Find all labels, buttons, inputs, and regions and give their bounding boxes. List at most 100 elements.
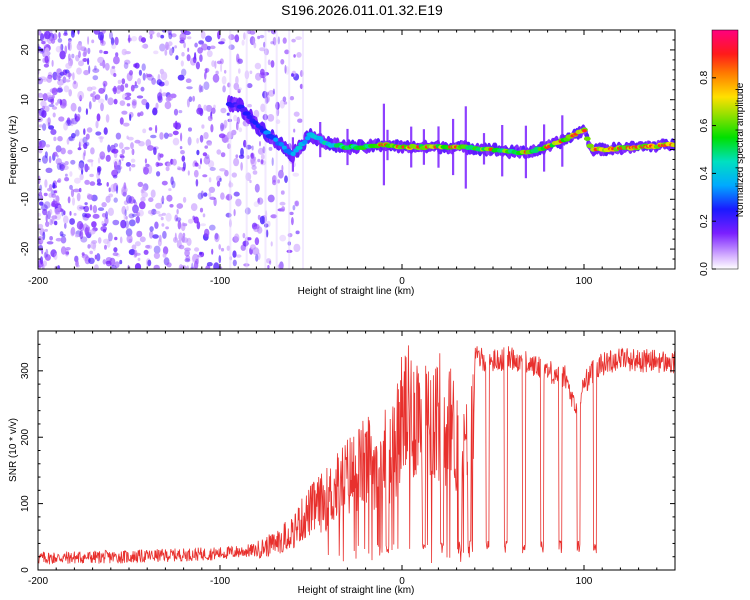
noise-speckle xyxy=(203,81,210,90)
noise-speckle xyxy=(56,87,63,93)
noise-speckle xyxy=(134,241,141,247)
noise-speckle xyxy=(293,128,296,133)
noise-speckle xyxy=(119,259,123,265)
x-tick-label: 100 xyxy=(576,276,593,287)
y-tick-label: 0 xyxy=(20,146,31,152)
noise-speckle xyxy=(176,208,179,215)
noise-speckle xyxy=(132,204,139,214)
noise-speckle xyxy=(178,110,183,114)
noise-speckle xyxy=(129,114,132,121)
trace-core xyxy=(242,111,251,116)
noise-speckle xyxy=(131,36,138,42)
noise-speckle xyxy=(87,166,90,171)
noise-speckle xyxy=(253,42,257,49)
noise-speckle xyxy=(198,84,202,93)
noise-speckle xyxy=(123,122,130,127)
noise-speckle xyxy=(175,217,182,222)
noise-speckle xyxy=(151,77,157,85)
noise-speckle xyxy=(208,186,216,193)
trace-core xyxy=(279,142,284,147)
noise-speckle xyxy=(139,236,146,243)
noise-speckle xyxy=(201,43,208,51)
noise-speckle xyxy=(161,92,167,97)
noise-speckle xyxy=(43,63,50,68)
noise-speckle xyxy=(267,194,275,203)
noise-speckle xyxy=(129,166,132,172)
noise-speckle xyxy=(39,48,45,54)
noise-speckle xyxy=(38,92,44,98)
trace-core xyxy=(263,130,271,135)
noise-speckle xyxy=(242,240,249,247)
noise-speckle xyxy=(257,147,264,155)
noise-speckle xyxy=(45,213,48,223)
noise-speckle xyxy=(75,264,80,268)
noise-speckle xyxy=(50,129,57,135)
noise-speckle xyxy=(38,212,42,217)
noise-speckle xyxy=(44,228,48,232)
noise-speckle xyxy=(234,233,240,243)
noise-speckle xyxy=(64,177,70,182)
noise-speckle xyxy=(260,68,265,76)
colorbar-label: Normalized spectral amplitude xyxy=(735,82,746,217)
noise-speckle xyxy=(92,95,97,103)
trace-core xyxy=(236,104,245,110)
noise-speckle xyxy=(257,197,264,205)
noise-speckle xyxy=(128,219,136,227)
noise-speckle xyxy=(49,236,53,241)
noise-speckle xyxy=(185,255,191,262)
noise-speckle xyxy=(192,215,195,220)
figure-title: S196.2026.011.01.32.E19 xyxy=(281,2,443,18)
noise-speckle xyxy=(65,62,72,69)
noise-speckle xyxy=(85,133,90,140)
noise-speckle xyxy=(235,75,239,85)
noise-speckle xyxy=(97,237,102,244)
noise-speckle xyxy=(289,96,295,101)
noise-speckle xyxy=(123,62,129,69)
noise-speckle xyxy=(112,252,119,257)
noise-speckle xyxy=(140,86,145,92)
noise-speckle xyxy=(51,202,56,208)
noise-speckle xyxy=(224,169,229,177)
noise-speckle xyxy=(291,73,294,77)
noise-speckle xyxy=(84,227,89,236)
noise-speckle xyxy=(134,62,140,69)
noise-speckle xyxy=(113,85,117,95)
noise-speckle xyxy=(145,102,150,110)
noise-speckle xyxy=(57,136,63,142)
noise-speckle xyxy=(131,100,137,109)
noise-speckle xyxy=(235,87,243,91)
noise-speckle xyxy=(43,192,48,197)
noise-speckle xyxy=(124,59,131,65)
y-tick-label: 200 xyxy=(20,428,31,445)
noise-speckle xyxy=(196,107,203,115)
noise-speckle xyxy=(180,132,183,142)
noise-speckle xyxy=(52,112,56,118)
noise-speckle xyxy=(292,172,300,177)
noise-speckle xyxy=(137,257,141,262)
noise-speckle xyxy=(293,243,301,253)
noise-speckle xyxy=(63,215,69,224)
noise-speckle xyxy=(46,241,54,245)
noise-speckle xyxy=(77,106,82,113)
noise-speckle xyxy=(99,151,106,160)
noise-speckle xyxy=(240,162,243,171)
noise-speckle xyxy=(87,47,91,55)
noise-speckle xyxy=(138,69,142,76)
noise-speckle xyxy=(179,33,187,41)
noise-speckle xyxy=(76,67,82,75)
noise-speckle xyxy=(90,147,95,155)
noise-speckle xyxy=(279,234,287,242)
noise-speckle xyxy=(155,161,160,167)
noise-speckle xyxy=(153,245,161,254)
noise-speckle xyxy=(42,105,45,110)
noise-speckle xyxy=(186,237,192,246)
noise-speckle xyxy=(141,191,149,198)
snr-y-label: SNR (10 * v/v) xyxy=(8,418,19,482)
noise-speckle xyxy=(115,253,121,258)
noise-speckle xyxy=(270,214,278,219)
noise-speckle xyxy=(251,145,254,151)
noise-speckle xyxy=(216,180,221,187)
noise-speckle xyxy=(233,209,236,217)
noise-speckle xyxy=(152,234,159,239)
noise-speckle xyxy=(197,47,204,54)
